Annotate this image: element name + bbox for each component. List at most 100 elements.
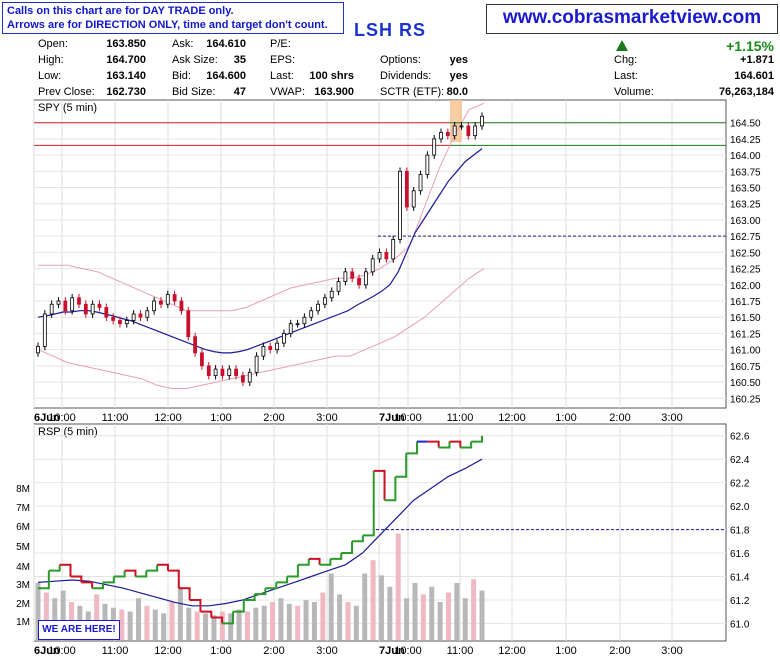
rsp-price-step (384, 476, 397, 502)
candle-body (159, 300, 163, 305)
rsp-price-step (38, 570, 50, 590)
rsp-price-step (308, 557, 321, 565)
sctr-label: SCTR (ETF): (380, 86, 445, 98)
volume-bar (244, 611, 250, 640)
candle-body (357, 277, 361, 286)
rsp-price-step (178, 587, 191, 600)
low-value: 163.140 (106, 70, 146, 82)
candle-body (104, 307, 109, 318)
rsp-price-step (124, 569, 137, 577)
candle-body (124, 320, 129, 325)
up-arrow-icon (616, 40, 628, 51)
volume-bar (35, 583, 41, 640)
volume-bar (286, 603, 292, 640)
site-url[interactable]: www.cobrasmarketview.com (486, 4, 778, 34)
ticker-symbol: LSH RS (354, 20, 427, 40)
candle-body (152, 300, 157, 312)
candle-body (247, 371, 252, 383)
volume-bar (211, 615, 217, 640)
volume-bar (127, 611, 133, 640)
prevclose-label: Prev Close: (38, 86, 95, 98)
candle-body (452, 125, 457, 137)
volume-bar (328, 573, 334, 640)
candle-body (111, 316, 116, 321)
rsp-price-step (352, 535, 364, 543)
candle-body (404, 170, 409, 208)
candle-body (186, 310, 191, 338)
moving-average-line (37, 148, 483, 354)
volume-bar (387, 586, 393, 640)
price-y-tick-label: 164.50 (730, 119, 761, 130)
volume-bar (60, 590, 66, 640)
volume-bar (144, 605, 150, 640)
rsp-y-tick-label: 61.4 (730, 572, 750, 583)
candle-body (329, 290, 334, 299)
rsp-price-step (146, 564, 159, 572)
lower-band-line (37, 268, 485, 389)
volume-bar (136, 598, 142, 640)
candle-body (282, 333, 286, 344)
volume-tick-label: 1M (16, 617, 30, 628)
rsp-x-tick-label: 2:00 (263, 645, 284, 657)
volume-bar (186, 607, 192, 640)
candle-body (425, 154, 430, 175)
volume-bar (161, 613, 167, 640)
rsp-price-step (254, 588, 267, 596)
rsp-y-tick-label: 62.0 (730, 502, 750, 513)
candle-body (322, 297, 327, 305)
last-price-value: 164.601 (734, 70, 774, 82)
open-value: 163.850 (106, 38, 146, 50)
rsp-y-tick-label: 61.8 (730, 526, 750, 537)
volume-bar (261, 605, 267, 640)
rsp-price-step (48, 564, 61, 572)
rsp-price-step (406, 441, 419, 455)
rsp-price-step (189, 598, 202, 612)
volume-bar (479, 590, 485, 640)
candle-body (42, 313, 47, 347)
bid-value: 164.600 (206, 70, 246, 82)
candle-body (77, 297, 81, 305)
notice-line-2: Arrows are for DIRECTION ONLY, time and … (7, 19, 328, 31)
price-x-tick-label: 12:00 (154, 412, 182, 424)
candle-body (131, 313, 136, 321)
volume-bar (152, 609, 158, 640)
price-panel-title: SPY (5 min) (38, 102, 97, 114)
rsp-price-step (362, 470, 375, 537)
price-y-tick-label: 162.25 (730, 265, 761, 276)
candle-body (466, 125, 471, 137)
rsp-price-step (59, 563, 72, 577)
rsp-x-tick-label: 2:00 (609, 645, 630, 657)
price-x-tick-label: 7Jun (379, 412, 405, 424)
rsp-price-step (102, 576, 115, 584)
volume-bar (119, 609, 125, 640)
day-trade-notice: Calls on this chart are for DAY TRADE on… (2, 2, 344, 34)
candle-body (268, 345, 273, 351)
candle-body (445, 132, 450, 137)
candle-body (432, 138, 437, 156)
candle-body (391, 239, 396, 260)
rsp-price-step (232, 599, 245, 613)
rsp-y-tick-label: 62.6 (730, 432, 750, 443)
rsp-x-tick-label: 3:00 (316, 645, 337, 657)
rsp-x-tick-label: 1:00 (555, 645, 576, 657)
volume-bar (454, 583, 460, 640)
notice-line-1: Calls on this chart are for DAY TRADE on… (7, 5, 234, 17)
rsp-price-step (438, 441, 451, 449)
volume-bar (471, 579, 477, 640)
price-y-tick-label: 161.25 (730, 329, 761, 340)
rsp-price-step (200, 610, 213, 618)
rsp-price-step (276, 576, 289, 584)
candle-body (172, 294, 177, 302)
candle-body (97, 303, 102, 308)
rsp-price-step (449, 440, 462, 448)
rsp-price-step (265, 582, 278, 590)
rsp-x-tick-label: 10:00 (48, 645, 76, 657)
rsp-price-step (373, 469, 386, 501)
rsp-y-tick-label: 62.2 (730, 479, 750, 490)
rsp-x-tick-label: 6Jun (34, 645, 60, 657)
candle-body (118, 320, 122, 325)
candle-body (193, 336, 198, 354)
rsp-y-tick-label: 61.2 (730, 596, 750, 607)
rsp-price-step (427, 440, 440, 448)
candle-body (90, 303, 95, 315)
